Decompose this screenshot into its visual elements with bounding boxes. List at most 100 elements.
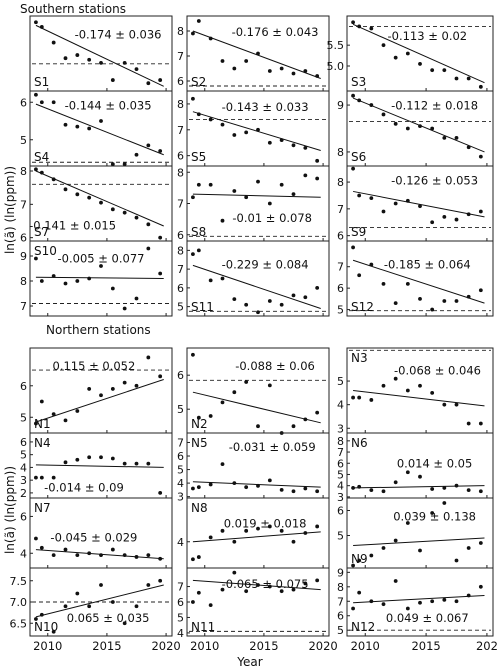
data-point [291,539,296,544]
data-point [442,135,447,140]
data-point [220,59,225,63]
data-point [39,612,44,617]
data-point [196,590,201,595]
data-point [191,352,195,357]
data-point [99,455,103,460]
data-point [279,66,284,71]
trend-annotation: -0.144 ± 0.035 [65,99,152,113]
data-point [454,558,459,563]
data-point [146,143,151,148]
data-point [267,201,272,206]
data-point [232,570,237,575]
data-point [351,395,355,400]
data-point [256,310,260,315]
x-tick-label: 2010 [190,639,219,653]
data-point [466,421,471,426]
data-point [220,528,225,533]
y-tick-label: 3 [177,491,184,504]
data-point [442,402,447,407]
y-tick-label: 6 [177,150,184,163]
x-tick-label: 2020 [151,639,180,653]
y-tick-label: 5 [337,304,344,317]
data-point [99,119,103,123]
data-point [244,380,249,384]
y-tick-label: 6 [337,505,344,518]
data-point [315,74,320,78]
data-point [357,98,362,103]
data-point [256,583,260,587]
data-point [405,388,410,393]
data-point [315,176,320,181]
data-point [256,483,260,488]
station-label: N4 [34,436,51,450]
data-point [430,307,435,312]
data-point [158,271,163,276]
data-point [208,482,213,487]
data-point [146,81,151,86]
trend-annotation: 0.065 ± 0.035 [67,611,150,625]
data-point [51,475,56,480]
trend-annotation: -0.176 ± 0.043 [232,25,319,39]
data-point [442,68,447,73]
y-tick-label: 7 [177,124,184,137]
data-point [110,387,115,391]
data-point [134,604,139,609]
panel-n12: 56 78 9 N12 0.049 ± 0.067 [337,566,494,637]
data-point [87,195,92,200]
data-point [232,539,237,544]
data-point [208,535,213,540]
data-point [351,20,355,25]
data-point [442,214,447,219]
y-tick-label: 8 [177,25,184,38]
station-label: S10 [34,244,57,258]
data-point [158,556,163,561]
data-point [110,78,115,82]
data-point [99,583,103,587]
panel-n1: 5 6 N1 0.115 ± 0.052 [20,347,173,434]
panel-n2: 5 6 N2 -0.088 ± 0.06 [177,347,330,435]
station-label: N6 [351,436,368,450]
data-point [466,212,471,217]
data-point [208,278,213,283]
panel-frame [346,497,494,569]
y-tick-label: 7 [177,581,184,594]
data-point [478,584,483,589]
station-label: S5 [191,150,206,164]
data-point [122,461,127,466]
trend-line [35,170,164,227]
data-point [87,57,92,62]
data-point [393,301,398,306]
x-axis-label: Year [236,655,262,669]
data-point [146,583,151,587]
data-point [39,399,44,404]
panel-frame [186,165,330,242]
data-point [267,524,272,529]
data-point [393,480,398,485]
y-tick-label: 4 [177,536,184,549]
data-point [232,390,237,395]
data-point [134,383,139,388]
data-point [291,587,296,592]
data-point [267,299,272,303]
data-point [208,117,213,122]
x-tick-label: 2015 [249,639,278,653]
station-label: S4 [34,150,49,164]
station-label: N9 [351,552,368,566]
data-point [146,355,151,360]
data-point [158,78,163,82]
data-point [357,273,362,278]
data-point [158,235,163,240]
station-label: N1 [34,417,51,431]
data-point [196,415,201,420]
trend-line [353,390,485,407]
data-point [122,621,127,626]
data-point [303,145,308,150]
data-point [393,121,398,126]
data-point [122,380,127,385]
y-tick-label: 5 [20,411,27,424]
y-tick-label: 6.5 [10,617,28,630]
trend-annotation: -0.112 ± 0.018 [391,99,478,113]
y-tick-label: 5 [177,464,184,477]
data-point [75,409,80,413]
